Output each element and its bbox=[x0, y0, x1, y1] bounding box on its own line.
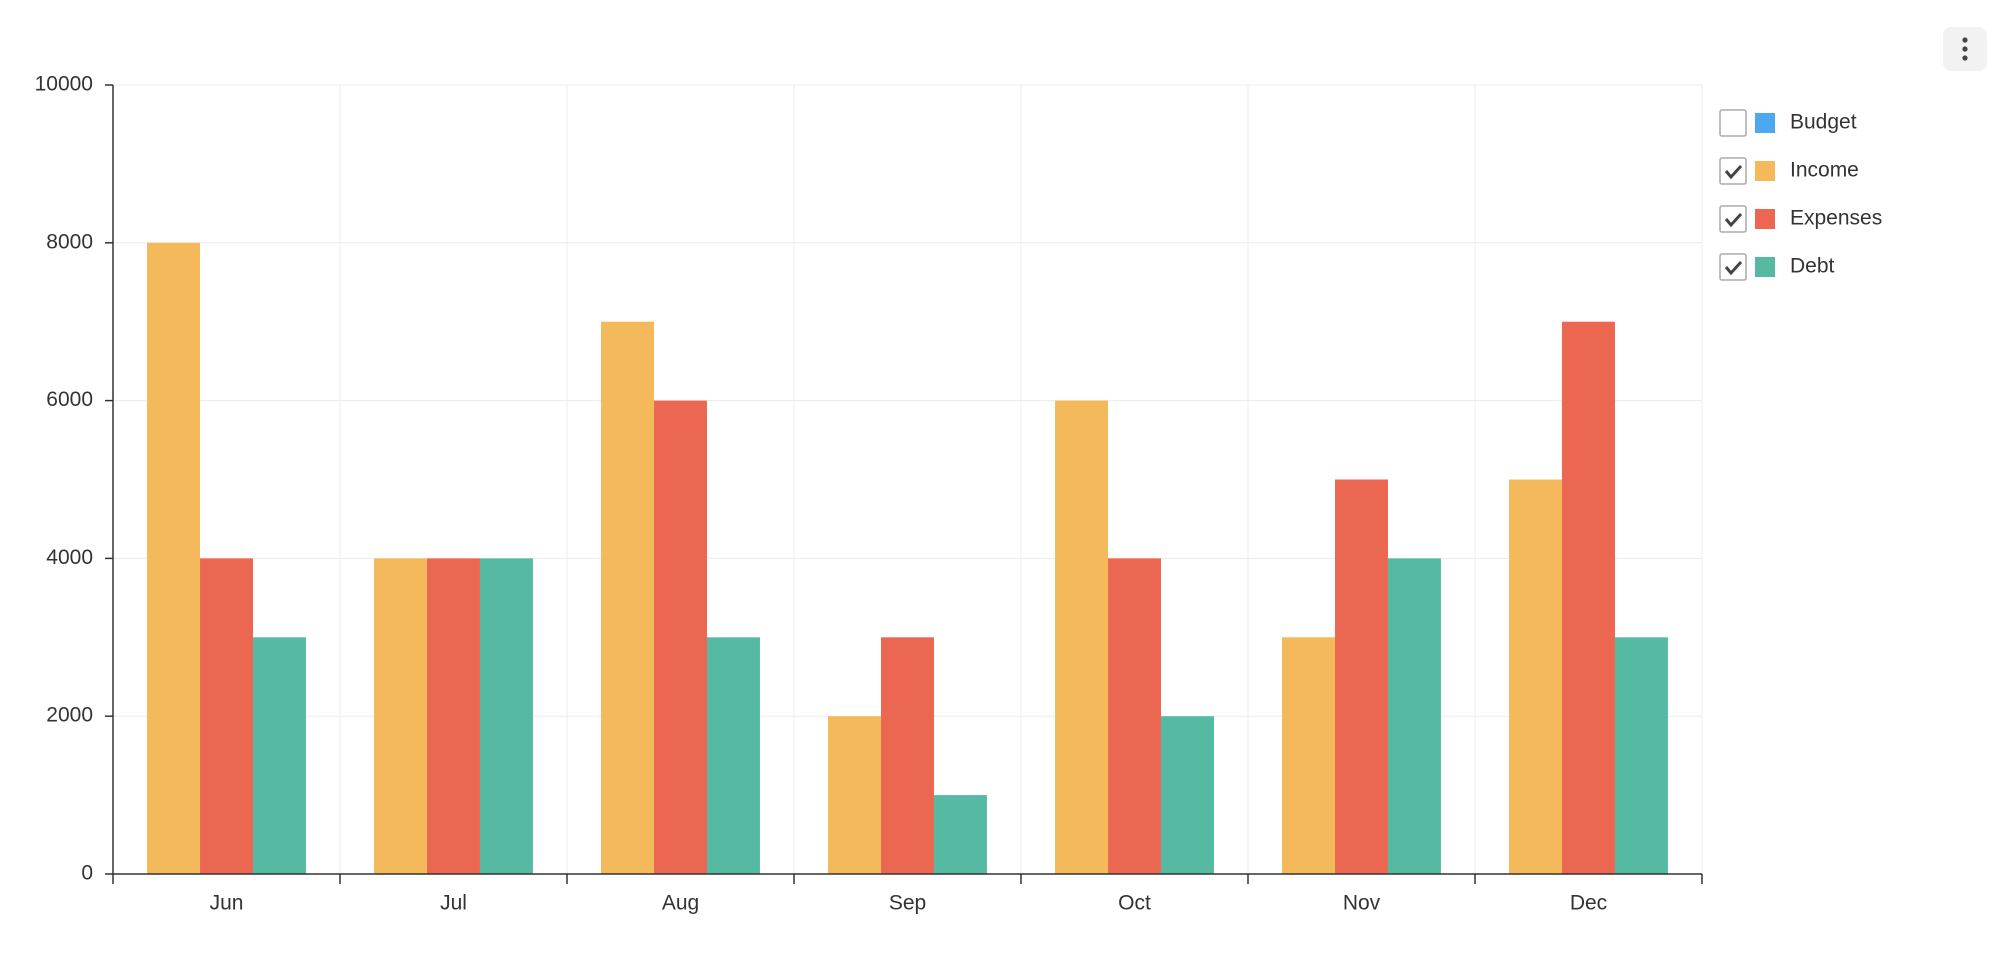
menu-dot bbox=[1962, 37, 1968, 43]
legend-checkbox[interactable] bbox=[1719, 205, 1747, 233]
legend-item[interactable]: Income bbox=[1719, 157, 1859, 185]
legend-checkbox[interactable] bbox=[1719, 253, 1747, 281]
bar bbox=[1108, 558, 1161, 874]
x-tick-label: Nov bbox=[1343, 892, 1381, 915]
y-tick-label: 0 bbox=[81, 862, 93, 885]
y-tick-label: 6000 bbox=[46, 388, 93, 411]
menu-dot bbox=[1962, 55, 1968, 61]
y-tick-label: 10000 bbox=[35, 73, 93, 96]
menu-dot bbox=[1962, 46, 1968, 52]
bar bbox=[933, 795, 987, 874]
legend-check bbox=[1724, 260, 1743, 276]
legend-checkbox[interactable] bbox=[1719, 157, 1747, 185]
bar bbox=[427, 558, 480, 874]
bar bbox=[1562, 321, 1615, 874]
x-tick-label: Jul bbox=[440, 892, 467, 915]
bar bbox=[1335, 479, 1388, 874]
bar bbox=[654, 400, 707, 874]
bar bbox=[1282, 637, 1336, 874]
y-tick-label: 2000 bbox=[46, 704, 93, 727]
legend-checkbox[interactable] bbox=[1719, 109, 1747, 137]
legend-swatch bbox=[1755, 161, 1775, 181]
x-tick-label: Dec bbox=[1570, 892, 1607, 915]
bar bbox=[881, 637, 934, 874]
legend-label: Budget bbox=[1790, 111, 1857, 134]
bar bbox=[147, 242, 201, 875]
legend-swatch bbox=[1755, 209, 1775, 229]
legend-check bbox=[1724, 212, 1743, 228]
bar bbox=[479, 558, 533, 874]
legend-check bbox=[1724, 164, 1743, 180]
y-tick-label: 8000 bbox=[46, 230, 93, 253]
legend-label: Income bbox=[1790, 159, 1859, 182]
bar bbox=[1614, 637, 1668, 874]
bar bbox=[828, 716, 882, 874]
bar bbox=[252, 637, 306, 874]
bar bbox=[200, 558, 253, 874]
bar bbox=[706, 637, 760, 874]
legend-label: Expenses bbox=[1790, 207, 1882, 230]
legend-item[interactable]: Debt bbox=[1719, 253, 1835, 281]
x-tick-label: Jun bbox=[210, 892, 244, 915]
bar bbox=[374, 558, 428, 874]
legend-swatch bbox=[1755, 257, 1775, 277]
legend-item[interactable]: Budget bbox=[1719, 109, 1857, 137]
bar bbox=[601, 321, 655, 874]
bar bbox=[1160, 716, 1214, 874]
y-tick-label: 4000 bbox=[46, 546, 93, 569]
bar bbox=[1387, 558, 1441, 874]
legend-swatch bbox=[1755, 113, 1775, 133]
menu-button[interactable] bbox=[1943, 27, 1987, 71]
x-tick-label: Aug bbox=[662, 892, 699, 915]
x-tick-label: Oct bbox=[1118, 892, 1151, 915]
x-tick-label: Sep bbox=[889, 892, 926, 915]
legend-item[interactable]: Expenses bbox=[1719, 205, 1882, 233]
bar bbox=[1509, 479, 1563, 874]
bar bbox=[1055, 400, 1109, 874]
legend-label: Debt bbox=[1790, 255, 1835, 278]
